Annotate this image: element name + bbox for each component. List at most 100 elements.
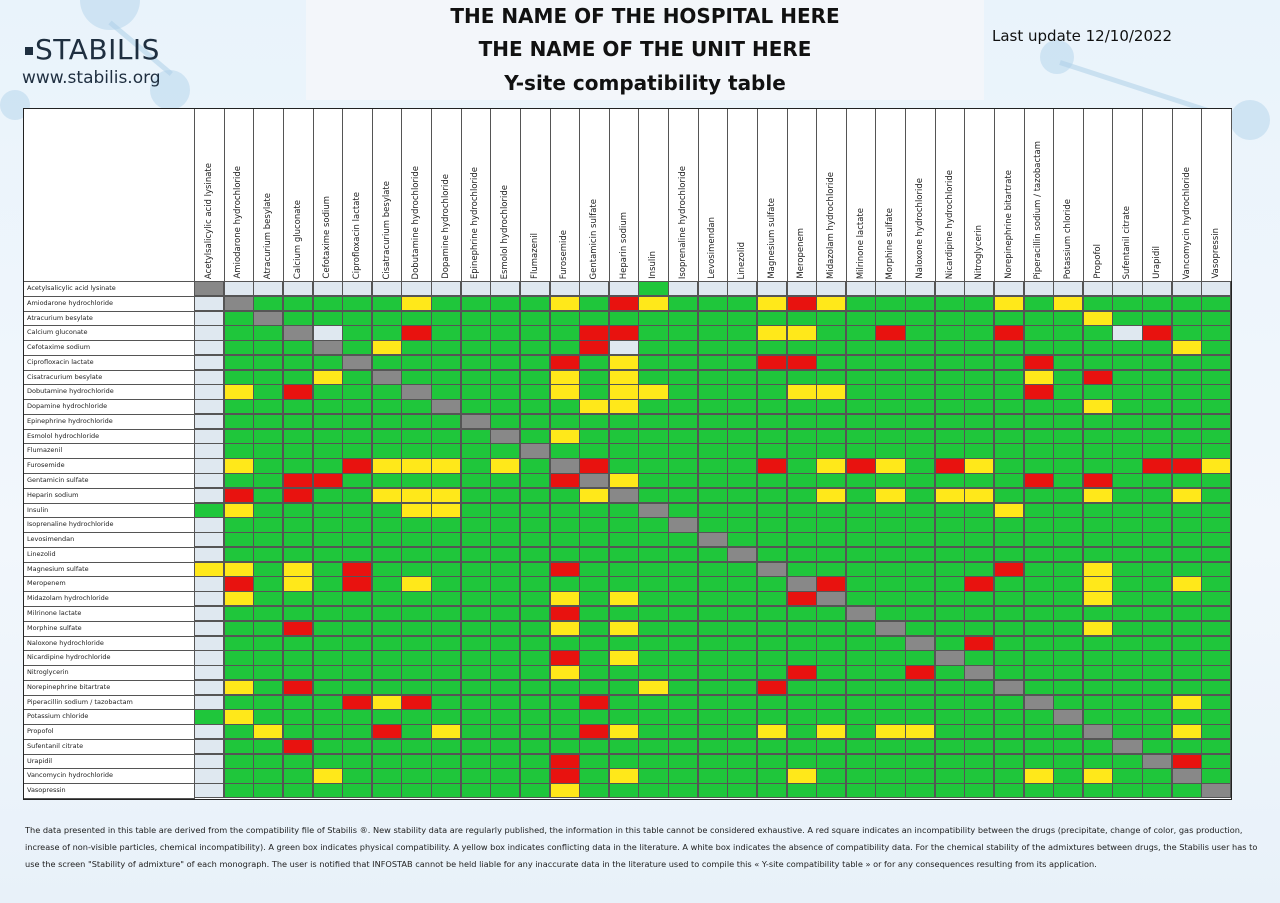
compat-cell bbox=[1053, 281, 1084, 297]
compat-cell bbox=[993, 310, 1025, 326]
compat-cell bbox=[727, 428, 758, 444]
compat-cell bbox=[282, 605, 313, 622]
compat-cell bbox=[371, 576, 402, 592]
compat-cell bbox=[282, 546, 313, 563]
compat-cell bbox=[1082, 413, 1113, 430]
compat-cell bbox=[1201, 635, 1232, 651]
compat-cell bbox=[816, 399, 847, 415]
compat-cell bbox=[1023, 281, 1054, 297]
compat-cell bbox=[727, 694, 758, 710]
compat-cell bbox=[519, 443, 551, 459]
compat-cell bbox=[1142, 310, 1173, 326]
compat-cell bbox=[608, 620, 639, 636]
compat-cell bbox=[934, 384, 965, 400]
compat-cell bbox=[1171, 458, 1202, 474]
compat-cell bbox=[194, 591, 225, 607]
compat-cell bbox=[342, 561, 373, 577]
compat-cell bbox=[519, 591, 551, 607]
compat-cell bbox=[727, 738, 758, 755]
compat-cell bbox=[1023, 546, 1054, 563]
compat-cell bbox=[253, 635, 284, 651]
column-header-label: Propofol bbox=[1092, 244, 1103, 279]
compat-cell bbox=[223, 753, 254, 769]
column-header-label: Insulin bbox=[648, 251, 659, 279]
compat-cell bbox=[282, 487, 313, 504]
compat-cell bbox=[194, 502, 225, 518]
compat-cell bbox=[934, 591, 965, 607]
compat-cell bbox=[1112, 561, 1143, 577]
row-divider bbox=[24, 768, 194, 770]
compat-cell bbox=[549, 738, 580, 755]
compat-cell bbox=[608, 281, 639, 297]
compat-cell bbox=[253, 428, 284, 444]
background-molecule-2 bbox=[150, 70, 190, 110]
compat-cell bbox=[934, 295, 965, 312]
compat-cell bbox=[579, 738, 610, 755]
compat-cell bbox=[668, 354, 699, 371]
compat-cell bbox=[964, 591, 995, 607]
unit-name: THE NAME OF THE UNIT HERE bbox=[478, 37, 812, 61]
compat-cell bbox=[371, 473, 402, 489]
compat-cell bbox=[1112, 679, 1143, 696]
row-header-ciprofloxacin-lactate: Ciprofloxacin lactate bbox=[27, 357, 94, 366]
compat-cell bbox=[490, 532, 521, 548]
compat-cell bbox=[786, 665, 817, 681]
compat-cell bbox=[1082, 605, 1113, 622]
compat-cell bbox=[194, 694, 225, 710]
row-header-nitroglycerin: Nitroglycerin bbox=[27, 668, 69, 677]
compat-cell bbox=[253, 591, 284, 607]
logo-mark-icon bbox=[25, 47, 33, 55]
compat-cell bbox=[1082, 295, 1113, 312]
compat-cell bbox=[579, 325, 610, 341]
compat-cell bbox=[401, 532, 432, 548]
compat-cell bbox=[490, 310, 521, 326]
compat-cell bbox=[934, 487, 965, 504]
compat-cell bbox=[1201, 399, 1232, 415]
compat-cell bbox=[668, 591, 699, 607]
compat-cell bbox=[460, 340, 491, 356]
column-divider bbox=[460, 109, 462, 281]
compat-cell bbox=[431, 620, 462, 636]
compat-cell bbox=[697, 517, 728, 533]
compat-cell bbox=[312, 384, 343, 400]
compat-cell bbox=[490, 665, 521, 681]
compat-cell bbox=[282, 591, 313, 607]
compat-cell bbox=[1201, 354, 1232, 371]
compat-cell bbox=[875, 724, 906, 740]
compat-cell bbox=[490, 738, 521, 755]
compat-cell bbox=[371, 694, 402, 710]
compat-cell bbox=[194, 384, 225, 400]
compat-cell bbox=[1171, 738, 1202, 755]
compat-cell bbox=[431, 281, 462, 297]
compat-cell bbox=[342, 532, 373, 548]
compat-cell bbox=[401, 443, 432, 459]
compat-cell bbox=[282, 458, 313, 474]
compat-cell bbox=[816, 310, 847, 326]
compat-cell bbox=[697, 546, 728, 563]
compat-cell bbox=[1082, 724, 1113, 740]
compat-cell bbox=[490, 502, 521, 518]
compat-cell bbox=[282, 561, 313, 577]
compat-cell bbox=[1053, 325, 1084, 341]
column-header-label: Naloxone hydrochloride bbox=[914, 178, 925, 279]
row-divider bbox=[24, 783, 194, 785]
compat-cell bbox=[1023, 561, 1054, 577]
compat-cell bbox=[579, 295, 610, 312]
compat-cell bbox=[1112, 399, 1143, 415]
compat-cell bbox=[1082, 310, 1113, 326]
compat-cell bbox=[342, 546, 373, 563]
compat-cell bbox=[342, 724, 373, 740]
compat-cell bbox=[1142, 428, 1173, 444]
compat-cell bbox=[1201, 413, 1232, 430]
compat-cell bbox=[934, 413, 965, 430]
compat-cell bbox=[460, 384, 491, 400]
compat-cell bbox=[1142, 665, 1173, 681]
compat-cell bbox=[845, 605, 876, 622]
compat-cell bbox=[519, 753, 551, 769]
column-header-heparin-sodium: Heparin sodium bbox=[609, 119, 639, 279]
row-header-morphine-sulfate: Morphine sulfate bbox=[27, 623, 82, 632]
column-header-label: Magnesium sulfate bbox=[766, 198, 777, 279]
compat-cell bbox=[638, 635, 669, 651]
compat-cell bbox=[401, 576, 432, 592]
compat-cell bbox=[223, 576, 254, 592]
